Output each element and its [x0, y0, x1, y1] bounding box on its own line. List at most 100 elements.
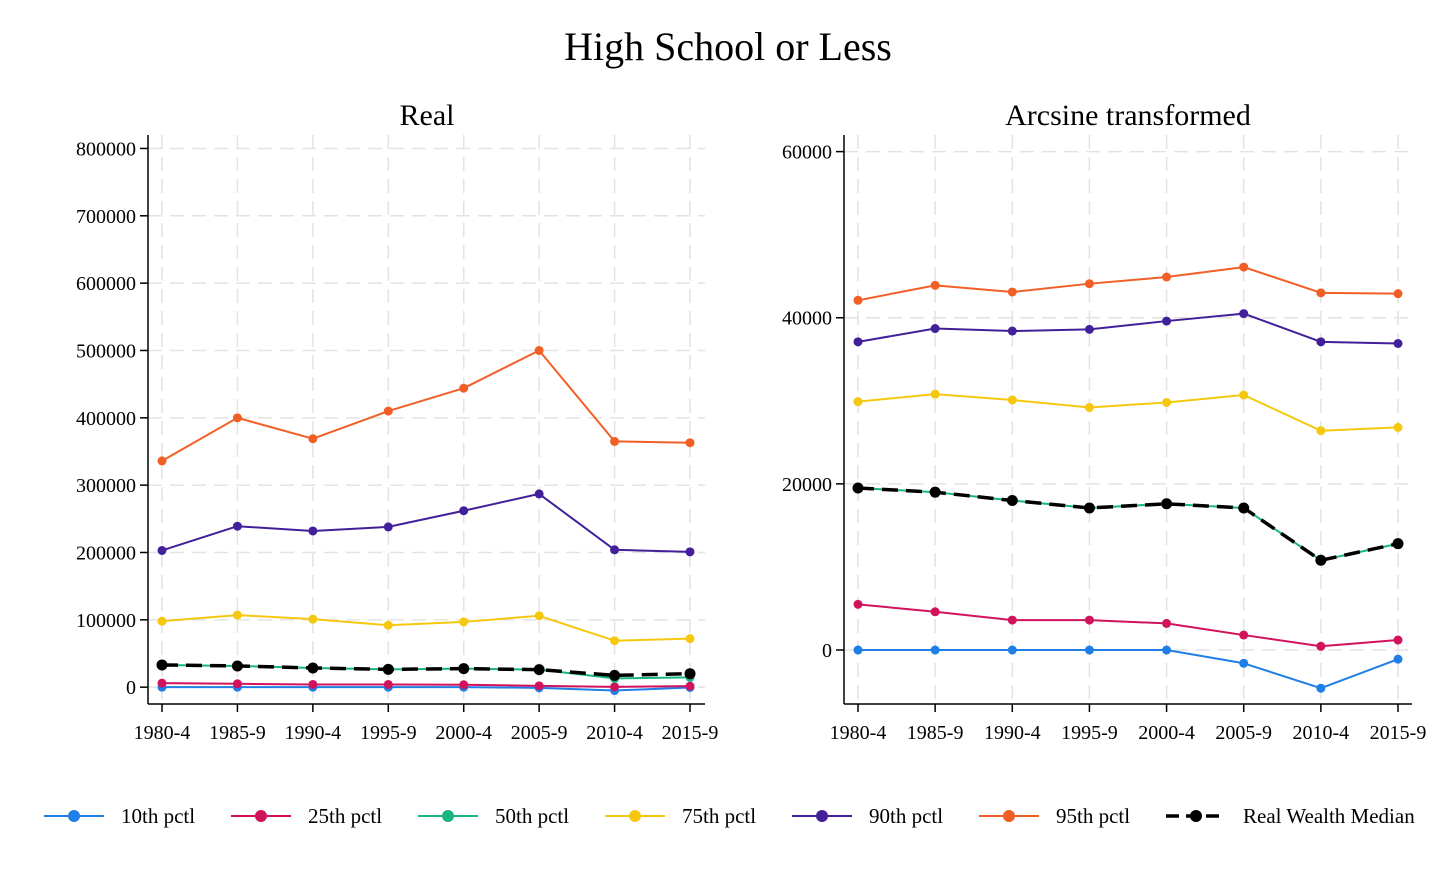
series-line-real-95th-pctl	[161, 349, 691, 462]
point-real-95th-pctl-3	[383, 406, 393, 416]
point-arcsine-25th-pctl-1	[930, 607, 940, 617]
legend-label: 25th pctl	[308, 804, 382, 828]
point-arcsine-real-wealth-median-2	[1006, 494, 1018, 506]
point-real-25th-pctl-4	[459, 680, 469, 690]
x-tick-label-arcsine-3: 1995-9	[1061, 722, 1118, 744]
point-real-real-wealth-median-6	[609, 669, 621, 681]
point-arcsine-10th-pctl-6	[1316, 683, 1326, 693]
axes-arcsine: 0 20000 40000 60000 1980-4 1985-9 1990-4 1995-9…	[782, 135, 1426, 744]
point-real-90th-pctl-7	[685, 547, 695, 557]
point-arcsine-90th-pctl-4	[1162, 316, 1172, 326]
point-real-25th-pctl-0	[157, 678, 167, 688]
series-arcsine	[852, 262, 1404, 693]
series-line-arcsine-25th-pctl	[857, 603, 1399, 648]
x-tick-label-real-0: 1980-4	[134, 722, 191, 744]
y-tick-label-arcsine-1: 20000	[782, 474, 832, 496]
legend-label: 90th pctl	[869, 804, 943, 828]
legend-label: Real Wealth Median	[1243, 804, 1415, 828]
point-arcsine-25th-pctl-7	[1393, 635, 1403, 645]
point-arcsine-75th-pctl-7	[1393, 422, 1403, 432]
axes-real: 0 100000 200000 300000 400000 500000 600000 700…	[76, 135, 718, 744]
point-real-95th-pctl-0	[157, 456, 167, 466]
point-real-75th-pctl-0	[157, 616, 167, 626]
panel-title-real: Real	[400, 99, 455, 132]
point-arcsine-25th-pctl-2	[1007, 615, 1017, 625]
y-tick-label-real-0: 0	[126, 677, 136, 699]
point-real-real-wealth-median-4	[458, 663, 470, 675]
point-real-25th-pctl-3	[383, 679, 393, 689]
point-arcsine-10th-pctl-0	[853, 645, 863, 655]
point-real-75th-pctl-5	[534, 611, 544, 621]
point-arcsine-75th-pctl-4	[1162, 397, 1172, 407]
point-arcsine-10th-pctl-5	[1239, 658, 1249, 668]
point-arcsine-90th-pctl-2	[1007, 326, 1017, 336]
legend-item-10th-pctl: 10th pctl	[44, 804, 195, 828]
x-tick-label-real-7: 2015-9	[662, 722, 719, 744]
x-tick-label-arcsine-5: 2005-9	[1215, 722, 1272, 744]
grid-real	[148, 135, 705, 704]
point-arcsine-real-wealth-median-0	[852, 482, 864, 494]
x-tick-label-real-3: 1995-9	[360, 722, 417, 744]
point-real-75th-pctl-1	[232, 610, 242, 620]
point-arcsine-10th-pctl-4	[1162, 645, 1172, 655]
point-real-95th-pctl-1	[232, 413, 242, 423]
point-arcsine-25th-pctl-5	[1239, 630, 1249, 640]
legend-label: 10th pctl	[121, 804, 195, 828]
point-real-90th-pctl-6	[610, 545, 620, 555]
point-real-75th-pctl-7	[685, 634, 695, 644]
point-arcsine-75th-pctl-6	[1316, 426, 1326, 436]
x-tick-label-arcsine-6: 2010-4	[1293, 722, 1350, 744]
point-real-95th-pctl-4	[459, 383, 469, 393]
panel-real: Real 0 100000 200000 300000 400000 500000 6000…	[76, 99, 718, 744]
series-line-arcsine-90th-pctl	[857, 312, 1399, 345]
x-tick-label-real-2: 1990-4	[285, 722, 342, 744]
series-line-real-90th-pctl	[161, 492, 691, 553]
series-line-real-real-wealth-median	[161, 663, 691, 678]
point-arcsine-95th-pctl-0	[853, 295, 863, 305]
legend-item-25th-pctl: 25th pctl	[231, 804, 382, 828]
x-tick-label-real-6: 2010-4	[586, 722, 643, 744]
point-arcsine-real-wealth-median-7	[1392, 538, 1404, 550]
point-real-90th-pctl-1	[232, 521, 242, 531]
series-line-arcsine-75th-pctl	[857, 393, 1399, 432]
point-real-25th-pctl-7	[685, 681, 695, 691]
point-real-25th-pctl-5	[534, 681, 544, 691]
point-real-95th-pctl-5	[534, 345, 544, 355]
legend-swatch-marker	[1003, 810, 1015, 822]
point-arcsine-75th-pctl-2	[1007, 395, 1017, 405]
point-real-real-wealth-median-0	[156, 659, 168, 671]
point-arcsine-95th-pctl-6	[1316, 288, 1326, 298]
y-tick-label-arcsine-3: 60000	[782, 142, 832, 164]
point-arcsine-95th-pctl-2	[1007, 287, 1017, 297]
legend: 10th pctl 25th pctl 50th pctl 75th pctl 90th…	[44, 804, 1415, 828]
x-tick-label-real-4: 2000-4	[435, 722, 492, 744]
y-tick-label-real-2: 200000	[76, 542, 136, 564]
point-arcsine-90th-pctl-7	[1393, 338, 1403, 348]
point-real-90th-pctl-3	[383, 522, 393, 532]
point-arcsine-90th-pctl-6	[1316, 337, 1326, 347]
figure-title: High School or Less	[564, 24, 892, 69]
x-tick-label-real-5: 2005-9	[511, 722, 568, 744]
point-arcsine-10th-pctl-7	[1393, 654, 1403, 664]
point-arcsine-90th-pctl-3	[1084, 324, 1094, 334]
series-line-arcsine-10th-pctl	[858, 649, 1399, 690]
x-tick-label-real-1: 1985-9	[209, 722, 266, 744]
point-real-25th-pctl-6	[610, 682, 620, 692]
x-tick-label-arcsine-4: 2000-4	[1138, 722, 1195, 744]
legend-label: 95th pctl	[1056, 804, 1130, 828]
point-real-90th-pctl-4	[459, 506, 469, 516]
point-real-75th-pctl-4	[459, 617, 469, 627]
x-tick-label-arcsine-0: 1980-4	[830, 722, 887, 744]
series-line-real-10th-pctl	[162, 686, 691, 692]
series-line-arcsine-50th-pctl	[857, 487, 1399, 562]
point-real-real-wealth-median-5	[533, 664, 545, 676]
y-tick-label-real-3: 300000	[76, 475, 136, 497]
point-arcsine-95th-pctl-4	[1162, 272, 1172, 282]
x-tick-label-arcsine-7: 2015-9	[1370, 722, 1427, 744]
series-line-arcsine-95th-pctl	[857, 266, 1399, 302]
series-line-arcsine-real-wealth-median	[857, 486, 1399, 563]
point-arcsine-25th-pctl-4	[1162, 618, 1172, 628]
y-tick-label-arcsine-0: 0	[822, 640, 832, 662]
series-line-real-25th-pctl	[161, 682, 691, 688]
